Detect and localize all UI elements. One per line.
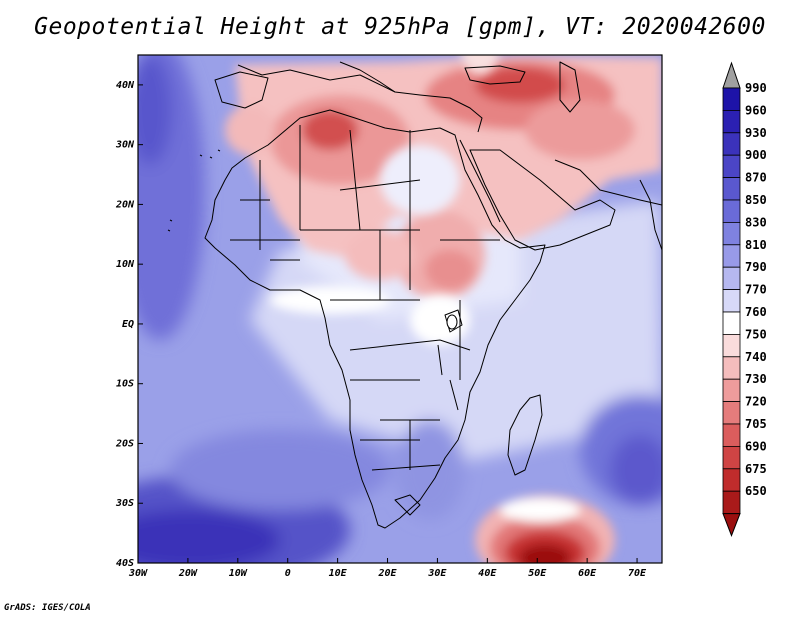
axis-ticks: 30W 20W 10W 0 10E 20E 30E 40E 50E 60E 70E 40N 30N 20N… — [115, 80, 647, 579]
lakes — [446, 314, 458, 330]
colorbar-label: 990 — [745, 81, 767, 95]
colorbar-label: 730 — [745, 372, 767, 386]
colorbar-swatch — [722, 266, 741, 291]
credit-label: GrADS: IGES/COLA — [4, 603, 91, 613]
colorbar-swatch — [722, 356, 741, 380]
x-tick-label: 60E — [578, 568, 597, 579]
y-tick-label: 10S — [116, 379, 134, 390]
colorbar-swatch — [722, 490, 741, 515]
colorbar-swatch — [722, 221, 741, 246]
x-tick-label: 50E — [528, 568, 547, 579]
colorbar-swatch — [722, 468, 741, 492]
colorbar-swatch — [722, 132, 741, 156]
x-tick-label: 20W — [178, 568, 198, 579]
map-title: Geopotential Height at 925hPa [gpm], VT:… — [34, 14, 766, 40]
colorbar-swatch — [722, 110, 741, 134]
colorbar-under-triangle — [722, 513, 741, 537]
y-tick-label: 40N — [116, 80, 135, 91]
x-tick-label: 20E — [377, 568, 397, 579]
colorbar-label: 830 — [745, 215, 767, 229]
colorbar-swatch — [722, 244, 741, 268]
colorbar-label: 810 — [745, 238, 767, 252]
colorbar-label: 750 — [745, 327, 767, 341]
x-tick-label: 70E — [628, 568, 647, 579]
colorbar-label: 690 — [745, 439, 767, 453]
colorbar-swatch — [722, 423, 741, 447]
colorbar-swatch — [722, 177, 741, 201]
colorbar-label: 770 — [745, 283, 767, 297]
y-tick-label: 20S — [115, 438, 134, 449]
y-tick-label: 40S — [116, 558, 134, 569]
colorbar-label: 790 — [745, 260, 767, 274]
x-tick-label: 30W — [128, 568, 148, 579]
colorbar-label: 740 — [745, 350, 767, 364]
colorbar-label: 850 — [745, 193, 767, 207]
colorbar-swatch — [722, 289, 741, 313]
x-tick-label: 0 — [285, 568, 291, 579]
x-tick-label: 10E — [329, 568, 348, 579]
colorbar-swatch — [722, 311, 741, 335]
colorbar-swatch — [722, 154, 741, 178]
colorbar-label: 760 — [745, 305, 767, 319]
colorbar-label: 720 — [745, 395, 767, 409]
southern-low — [475, 495, 615, 563]
colorbar-swatch — [722, 87, 741, 111]
colorbar-swatch — [722, 401, 741, 425]
x-tick-label: 40E — [478, 568, 497, 579]
colorbar-label: 900 — [745, 148, 767, 162]
y-tick-label: 30S — [115, 498, 134, 509]
colorbar-label: 675 — [745, 462, 767, 476]
colorbar-label: 960 — [745, 103, 767, 117]
y-tick-label: 20N — [115, 199, 135, 210]
height-field — [138, 55, 662, 563]
plot-frame — [137, 54, 663, 564]
colorbar-over-triangle — [722, 61, 741, 89]
x-tick-label: 30E — [427, 568, 447, 579]
y-tick-label: EQ — [122, 319, 134, 330]
y-tick-label: 30N — [115, 140, 135, 151]
colorbar: 990 960 930 900 870 850 830 810 790 770 760 750 740 7… — [722, 61, 767, 537]
colorbar-label: 705 — [745, 417, 767, 431]
colorbar-label: 650 — [745, 484, 767, 498]
colorbar-label: 930 — [745, 126, 767, 140]
colorbar-swatch — [722, 378, 741, 403]
coastlines — [167, 61, 662, 529]
colorbar-swatch — [722, 445, 741, 470]
colorbar-label: 870 — [745, 171, 767, 185]
colorbar-swatch — [722, 199, 741, 223]
x-tick-label: 10W — [229, 568, 248, 579]
colorbar-swatch — [722, 333, 741, 358]
y-tick-label: 10N — [116, 259, 135, 270]
